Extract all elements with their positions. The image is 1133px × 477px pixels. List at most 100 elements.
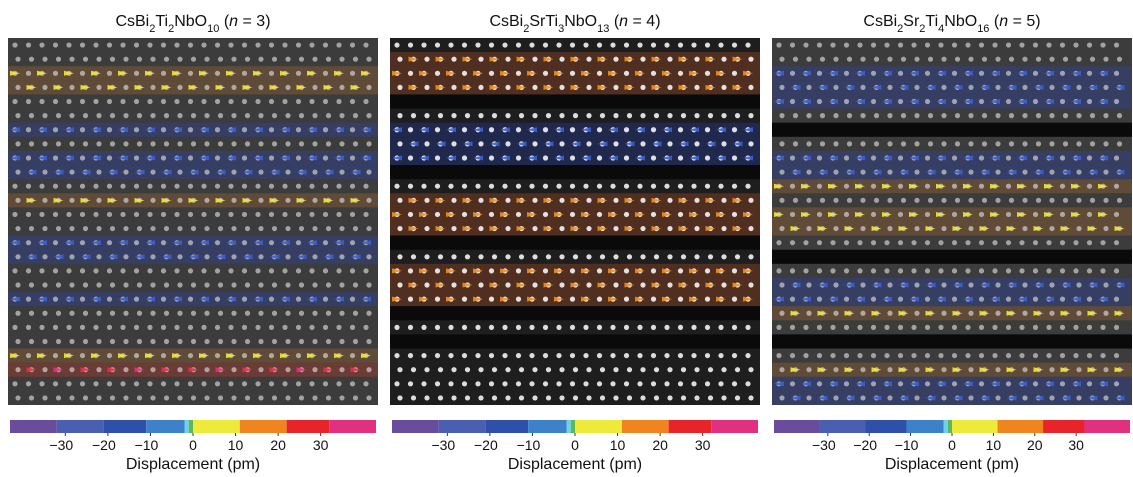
- atom-column: [833, 282, 839, 288]
- atom-column: [410, 113, 417, 119]
- displacement-arrow: [280, 127, 290, 133]
- atom-column: [160, 268, 167, 274]
- displacement-arrow: [651, 141, 662, 147]
- atom-column: [583, 352, 589, 359]
- atom-column: [15, 84, 21, 91]
- atom-column: [366, 282, 372, 288]
- displacement-arrow: [462, 282, 473, 288]
- atom-column: [677, 324, 684, 330]
- displacement-arrow: [909, 183, 919, 189]
- atom-column: [887, 310, 893, 316]
- atom-column: [1086, 70, 1093, 76]
- atom-column: [147, 381, 153, 387]
- atom-column: [163, 395, 170, 401]
- atom-column: [25, 98, 32, 105]
- displacement-arrow: [716, 296, 726, 302]
- atom-column: [271, 56, 278, 62]
- atom-column: [163, 310, 170, 316]
- atom-column: [816, 296, 823, 302]
- atom-column: [309, 324, 315, 330]
- atom-column: [1005, 352, 1012, 359]
- displacement-arrow: [408, 56, 419, 62]
- atom-column: [731, 381, 738, 387]
- atom-column: [174, 183, 180, 189]
- atom-column: [163, 113, 170, 119]
- atom-column: [1103, 113, 1109, 119]
- title-part: 2: [897, 23, 903, 35]
- atom-column: [52, 127, 59, 133]
- atom-column: [532, 395, 538, 401]
- atom-column: [1073, 324, 1079, 330]
- atom-column: [914, 113, 920, 119]
- atom-column: [1019, 352, 1025, 359]
- atom-column: [434, 155, 441, 161]
- displacement-arrow: [242, 254, 253, 260]
- displacement-arrow: [898, 310, 909, 316]
- atom-column: [887, 84, 893, 91]
- displacement-arrow: [10, 240, 20, 246]
- atom-column: [542, 42, 549, 48]
- displacement-arrow: [909, 99, 919, 105]
- atom-column: [596, 296, 603, 302]
- atom-column: [1022, 310, 1028, 316]
- atom-column: [860, 282, 866, 288]
- displacement-arrow: [597, 197, 608, 203]
- atom-column: [187, 70, 194, 76]
- atom-column: [352, 395, 359, 401]
- displacement-arrow: [925, 282, 936, 288]
- displacement-arrow: [500, 296, 510, 302]
- atom-column: [1116, 56, 1123, 62]
- atom-column: [339, 395, 345, 401]
- displacement-arrow: [280, 240, 290, 246]
- atom-column: [887, 225, 893, 232]
- atom-column: [410, 254, 417, 260]
- atom-column: [298, 338, 305, 345]
- displacement-arrow: [408, 84, 419, 90]
- atom-column: [255, 324, 261, 330]
- displacement-arrow: [898, 395, 909, 401]
- atom-column: [843, 155, 850, 161]
- atom-column: [1089, 141, 1096, 147]
- atom-column: [136, 338, 143, 345]
- atom-column: [282, 324, 288, 330]
- title-part: NbO: [564, 13, 597, 30]
- displacement-arrow: [936, 296, 946, 302]
- atom-column: [860, 310, 866, 316]
- atom-column: [268, 70, 275, 76]
- atom-column: [244, 113, 251, 119]
- atom-column: [42, 141, 48, 147]
- displacement-arrow: [651, 56, 662, 62]
- displacement-arrow: [172, 155, 182, 161]
- atom-column: [995, 367, 1001, 373]
- atom-column: [352, 56, 359, 62]
- atom-column: [123, 367, 129, 373]
- atom-column: [1022, 113, 1028, 119]
- atom-column: [532, 254, 538, 260]
- atom-column: [187, 324, 194, 330]
- atom-column: [478, 254, 484, 260]
- displacement-arrow: [350, 254, 361, 260]
- atom-column: [79, 240, 86, 246]
- atom-column: [451, 141, 457, 147]
- displacement-arrow: [280, 70, 290, 76]
- atom-column: [214, 324, 221, 330]
- displacement-arrow: [80, 254, 91, 260]
- atom-column: [1059, 268, 1066, 274]
- domain-band: [772, 277, 1132, 293]
- atom-column: [177, 197, 183, 203]
- atom-column: [857, 324, 863, 330]
- displacement-arrow: [855, 296, 865, 302]
- atom-column: [25, 211, 32, 218]
- atom-column: [637, 352, 643, 359]
- atom-column: [42, 395, 48, 401]
- displacement-arrow: [392, 296, 402, 302]
- atom-column: [241, 155, 248, 161]
- atom-column: [349, 352, 356, 359]
- atom-column: [363, 211, 369, 218]
- displacement-arrow: [828, 183, 838, 189]
- displacement-arrow: [134, 169, 145, 175]
- atom-column: [951, 352, 958, 359]
- displacement-arrow: [705, 197, 716, 203]
- atom-column: [745, 381, 751, 387]
- displacement-arrow: [323, 367, 334, 373]
